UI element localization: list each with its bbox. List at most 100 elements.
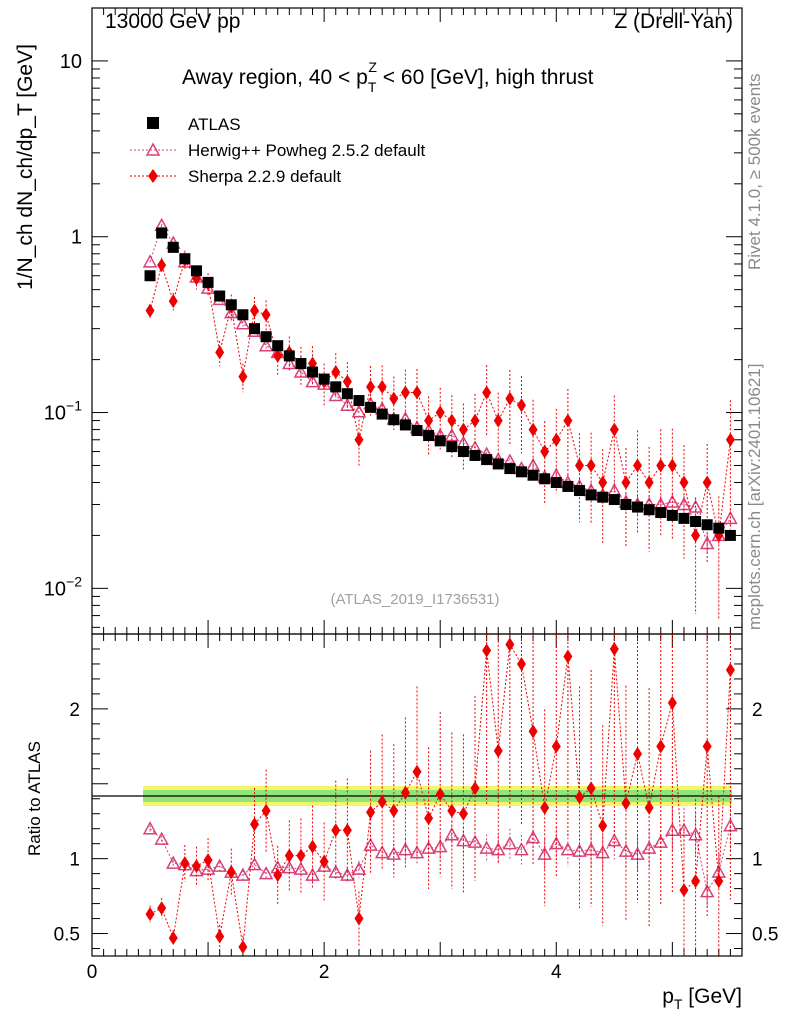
ratio-axis-ticks bbox=[91, 633, 742, 956]
herwig-point bbox=[235, 316, 251, 330]
plot-title: Away region, 40 < pTZ < 60 [GeV], high t… bbox=[182, 59, 594, 95]
sherpa-ratio-point bbox=[273, 868, 283, 883]
sherpa-ratio-point bbox=[261, 803, 271, 818]
herwig-point bbox=[665, 494, 680, 508]
main-y-tick-label: 10 bbox=[60, 51, 82, 73]
sherpa-point bbox=[598, 475, 608, 490]
atlas-point bbox=[597, 491, 609, 503]
herwig-ratio-point bbox=[549, 836, 564, 850]
herwig-point bbox=[723, 510, 738, 525]
x-tick-label: 2 bbox=[319, 962, 330, 983]
sherpa-point bbox=[389, 391, 399, 406]
atlas-point bbox=[620, 498, 632, 510]
sherpa-ratio-point bbox=[470, 781, 480, 796]
sherpa-ratio-point bbox=[238, 940, 248, 955]
sherpa-point bbox=[667, 458, 677, 473]
sherpa-ratio-point bbox=[319, 854, 329, 869]
atlas-point bbox=[423, 430, 435, 442]
legend-sherpa-label: Sherpa 2.2.9 default bbox=[188, 167, 341, 186]
ratio-y-tick-label-right: 0.5 bbox=[752, 925, 778, 946]
herwig-ratio-point bbox=[165, 855, 181, 869]
sherpa-ratio-point bbox=[575, 790, 584, 805]
legend-atlas-marker bbox=[147, 117, 159, 129]
herwig-ratio-point bbox=[305, 867, 320, 881]
sherpa-ratio-point bbox=[528, 724, 538, 739]
herwig-ratio-point bbox=[351, 861, 367, 875]
sherpa-point bbox=[331, 365, 341, 380]
sherpa-point bbox=[528, 422, 538, 437]
sherpa-ratio-point bbox=[667, 695, 677, 710]
atlas-point bbox=[632, 501, 644, 513]
main-y-tick-base: 10 bbox=[44, 403, 66, 425]
herwig-ratio-point bbox=[467, 834, 483, 848]
sherpa-ratio-point bbox=[679, 883, 689, 898]
sherpa-point bbox=[482, 385, 492, 400]
sherpa-ratio-point bbox=[609, 641, 619, 656]
ratio-y-tick-label: 2 bbox=[69, 700, 80, 721]
sherpa-point bbox=[250, 303, 259, 318]
herwig-line bbox=[149, 224, 731, 545]
sherpa-point bbox=[145, 303, 155, 318]
sherpa-point bbox=[563, 413, 573, 428]
sherpa-point bbox=[575, 458, 584, 473]
sherpa-ratio-point bbox=[180, 856, 190, 871]
sherpa-line bbox=[149, 258, 731, 536]
herwig-ratio-point bbox=[363, 837, 378, 851]
herwig-point bbox=[224, 305, 239, 319]
herwig-ratio-point bbox=[409, 845, 425, 859]
sherpa-ratio-point bbox=[250, 817, 259, 832]
sherpa-point bbox=[424, 413, 434, 428]
plot-title-sup: Z bbox=[368, 59, 377, 75]
sherpa-ratio-point bbox=[366, 805, 376, 820]
main-axis-ticks bbox=[91, 7, 742, 634]
ratio-y-tick-label-right: 2 bbox=[752, 700, 763, 721]
sherpa-ratio-point bbox=[621, 796, 631, 811]
sherpa-point bbox=[458, 422, 468, 437]
sherpa-point bbox=[621, 475, 631, 490]
atlas-point bbox=[167, 241, 179, 253]
sherpa-ratio-point bbox=[458, 806, 468, 821]
sherpa-ratio-point bbox=[191, 859, 201, 874]
herwig-ratio-point bbox=[444, 827, 460, 841]
herwig-ratio-point bbox=[328, 864, 344, 878]
herwig-ratio-point bbox=[699, 884, 715, 898]
atlas-point bbox=[399, 419, 411, 431]
atlas-point bbox=[527, 469, 539, 481]
herwig-ratio-point bbox=[293, 861, 309, 875]
sherpa-point bbox=[447, 413, 457, 428]
atlas-point bbox=[283, 350, 295, 362]
herwig-ratio-point bbox=[247, 857, 262, 871]
atlas-point bbox=[190, 265, 202, 277]
atlas-point bbox=[295, 358, 307, 370]
x-axis-label-rest: [GeV] bbox=[682, 985, 742, 1008]
sherpa-point bbox=[377, 379, 387, 394]
herwig-ratio-point bbox=[525, 830, 541, 844]
herwig-ratio-point bbox=[607, 833, 622, 847]
atlas-point bbox=[434, 435, 446, 447]
plot-title-rest: < 60 [GeV], high thrust bbox=[377, 66, 594, 89]
sherpa-point bbox=[493, 413, 503, 428]
herwig-ratio-point bbox=[560, 842, 576, 856]
herwig-point bbox=[351, 404, 367, 418]
atlas-point bbox=[318, 373, 330, 385]
sherpa-ratio-point bbox=[215, 929, 225, 944]
main-y-axis-label: 1/N_ch dN_ch/dp_T [GeV] bbox=[14, 44, 37, 290]
ratio-series-layer bbox=[142, 634, 738, 956]
atlas-point bbox=[655, 507, 667, 519]
sherpa-ratio-point bbox=[633, 746, 643, 761]
sherpa-ratio-point bbox=[424, 811, 434, 826]
sherpa-ratio-point bbox=[377, 794, 387, 809]
sherpa-ratio-point bbox=[308, 839, 318, 854]
sherpa-point bbox=[725, 432, 735, 447]
atlas-point bbox=[585, 489, 597, 501]
legend-herwig-marker bbox=[145, 142, 161, 156]
sherpa-ratio-point bbox=[598, 818, 608, 833]
atlas-point bbox=[202, 276, 214, 288]
atlas-point bbox=[504, 463, 516, 475]
ratio-y-tick-label: 0.5 bbox=[54, 925, 80, 946]
atlas-point bbox=[156, 227, 168, 239]
herwig-ratio-point bbox=[479, 840, 494, 854]
sherpa-ratio-point bbox=[296, 848, 306, 863]
